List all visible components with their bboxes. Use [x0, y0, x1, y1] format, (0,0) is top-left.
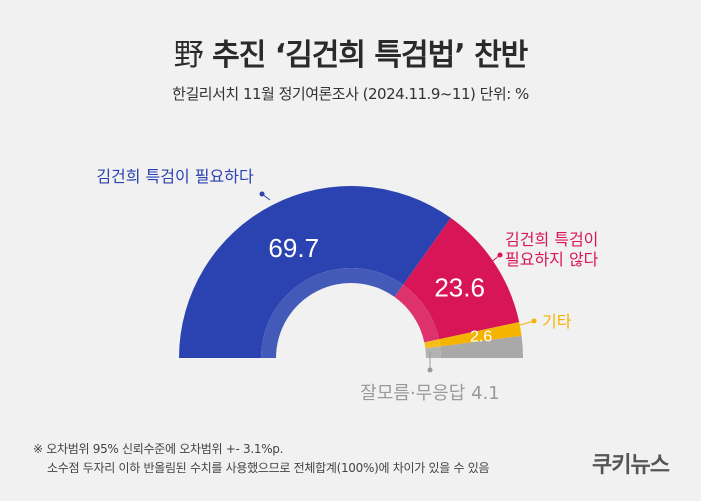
footnote-line-2: 소수점 두자리 이하 반올림된 수치를 사용했으므로 전체합계(100%)에 차…: [47, 461, 490, 475]
footnote: ※ 오차범위 95% 신뢰수준에 오차범위 +- 3.1%p. 소수점 두자리 …: [33, 440, 489, 478]
slice-label-1-line-1: 김건희 특검이: [505, 230, 598, 249]
chart-title: 野 추진 ‘김건희 특검법’ 찬반: [0, 30, 701, 74]
value-label-0: 69.7: [268, 233, 319, 263]
leader-dot-0: [259, 191, 265, 197]
slice-label-2: 기타: [542, 312, 572, 331]
slice-3: [440, 335, 523, 358]
slice-label-0: 김건희 특검이 필요하다: [96, 167, 254, 186]
leader-dot-2: [531, 318, 537, 324]
brand-logo: 쿠키뉴스: [592, 453, 670, 478]
chart-subtitle: 한길리서치 11월 정기여론조사 (2024.11.9~11) 단위: %: [172, 85, 529, 103]
leader-dot-1: [497, 252, 503, 258]
value-label-1: 23.6: [434, 273, 485, 303]
slice-1: [403, 217, 520, 340]
leader-dot-3: [427, 367, 433, 373]
slice-inner-band-3: [425, 346, 441, 358]
slice-label-1-line-2: 필요하지 않다: [505, 250, 599, 269]
slice-2: [439, 322, 522, 347]
slice-inner-band-2: [424, 339, 441, 349]
slice-0: [179, 186, 451, 358]
footnote-line-1: ※ 오차범위 95% 신뢰수준에 오차범위 +- 3.1%p.: [33, 442, 284, 456]
value-label-2: 2.6: [470, 329, 492, 346]
title-hanja: 野: [173, 38, 204, 73]
title-text: 추진 ‘김건희 특검법’ 찬반: [202, 38, 528, 73]
slice-inner-band-0: [261, 268, 404, 358]
slice-label-3: 잘모름·무응답 4.1: [360, 383, 499, 404]
slice-inner-band-1: [394, 284, 440, 343]
